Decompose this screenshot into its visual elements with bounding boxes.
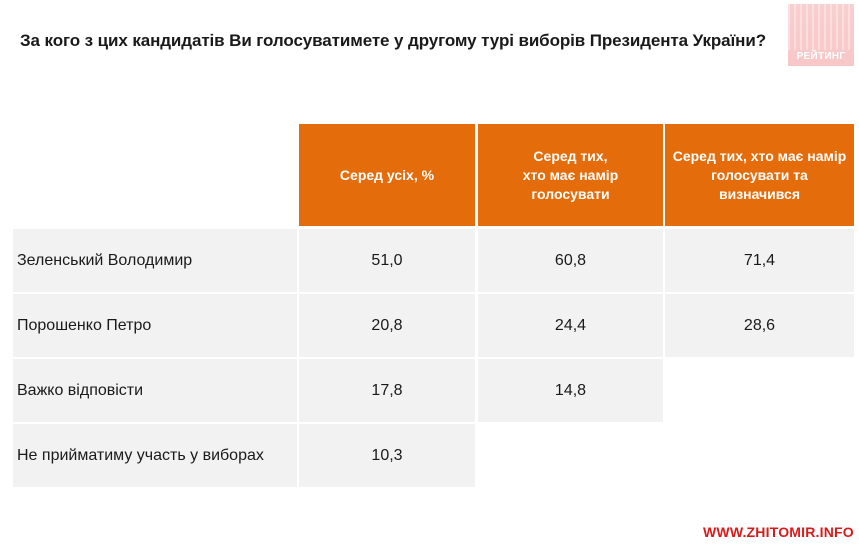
table-cell: 60,8 <box>478 229 663 292</box>
table-cell: 71,4 <box>665 229 854 292</box>
table-cell: 14,8 <box>478 359 663 422</box>
rating-logo: РЕЙТИНГ <box>788 4 854 66</box>
table-cell: 28,6 <box>665 294 854 357</box>
logo-stripes-icon <box>788 4 854 50</box>
row-label: Важко відповісти <box>13 359 297 422</box>
logo-text: РЕЙТИНГ <box>796 51 846 62</box>
row-label: Не прийматиму участь у виборах <box>13 424 297 487</box>
table-cell: 17,8 <box>299 359 475 422</box>
table-cell: 51,0 <box>299 229 475 292</box>
watermark: WWW.ZHITOMIR.INFO <box>703 524 854 540</box>
column-header-1: Серед усіх, % <box>299 124 475 226</box>
table-cell: 10,3 <box>299 424 475 487</box>
table-cell: 24,4 <box>478 294 663 357</box>
table-cell: 20,8 <box>299 294 475 357</box>
column-header-3: Серед тих, хто має намір голосувати та виз… <box>665 124 854 226</box>
row-label: Порошенко Петро <box>13 294 297 357</box>
column-header-2: Серед тих, хто має намір голосувати <box>478 124 663 226</box>
row-label: Зеленський Володимир <box>13 229 297 292</box>
chart-title: За кого з цих кандидатів Ви голосуватиме… <box>20 31 766 50</box>
